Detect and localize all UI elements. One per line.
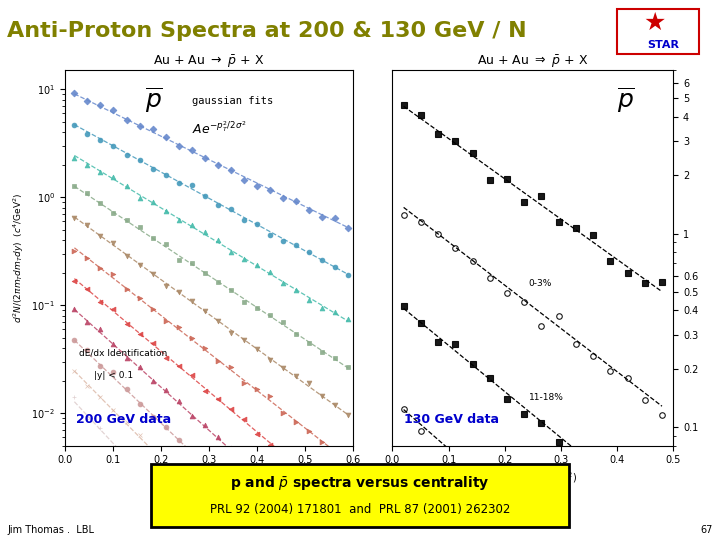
Text: PRL 92 (2004) 171801  and  PRL 87 (2001) 262302: PRL 92 (2004) 171801 and PRL 87 (2001) 2… [210, 503, 510, 516]
Text: |y| < 0.1: |y| < 0.1 [94, 371, 132, 380]
FancyBboxPatch shape [151, 464, 569, 526]
Title: Au + Au $\Rightarrow$ $\bar{p}$ + X: Au + Au $\Rightarrow$ $\bar{p}$ + X [477, 53, 588, 70]
X-axis label: $m_T - m_{\bar{p}}$  ( GeV/$c^2$): $m_T - m_{\bar{p}}$ ( GeV/$c^2$) [163, 471, 255, 487]
Text: dE/dx Identification: dE/dx Identification [79, 348, 168, 357]
Text: 26-34%: 26-34% [528, 507, 563, 516]
FancyBboxPatch shape [616, 9, 699, 54]
Text: 11-18%: 11-18% [528, 393, 564, 402]
Text: Anti-Proton Spectra at 200 & 130 GeV / N: Anti-Proton Spectra at 200 & 130 GeV / N [7, 21, 527, 40]
Text: $\overline{p}$: $\overline{p}$ [617, 85, 635, 115]
Text: gaussian fits: gaussian fits [192, 96, 273, 106]
Text: 130 GeV data: 130 GeV data [404, 413, 499, 426]
Y-axis label: $d^2N / (2\pi m_T dm_T dy)$  $(c^4/\mathrm{GeV}^2)$: $d^2N / (2\pi m_T dm_T dy)$ $(c^4/\mathr… [12, 192, 26, 323]
X-axis label: $m_T - m_0$  (GeV/$c^2$): $m_T - m_0$ (GeV/$c^2$) [488, 471, 577, 486]
Text: Jim Thomas .  LBL: Jim Thomas . LBL [7, 524, 94, 535]
Text: STAR: STAR [647, 40, 680, 50]
Title: Au + Au $\rightarrow$ $\bar{p}$ + X: Au + Au $\rightarrow$ $\bar{p}$ + X [153, 53, 264, 70]
Text: $\overline{p}$: $\overline{p}$ [145, 85, 163, 115]
Text: 67: 67 [701, 524, 713, 535]
Text: p and $\bar{p}$ spectra versus centrality: p and $\bar{p}$ spectra versus centralit… [230, 474, 490, 492]
Text: 200 GeV data: 200 GeV data [76, 413, 171, 426]
Text: 0-3%: 0-3% [528, 279, 552, 288]
Text: ★: ★ [643, 11, 665, 35]
Text: $Ae^{-p_T^2/2\sigma^2}$: $Ae^{-p_T^2/2\sigma^2}$ [192, 120, 246, 137]
